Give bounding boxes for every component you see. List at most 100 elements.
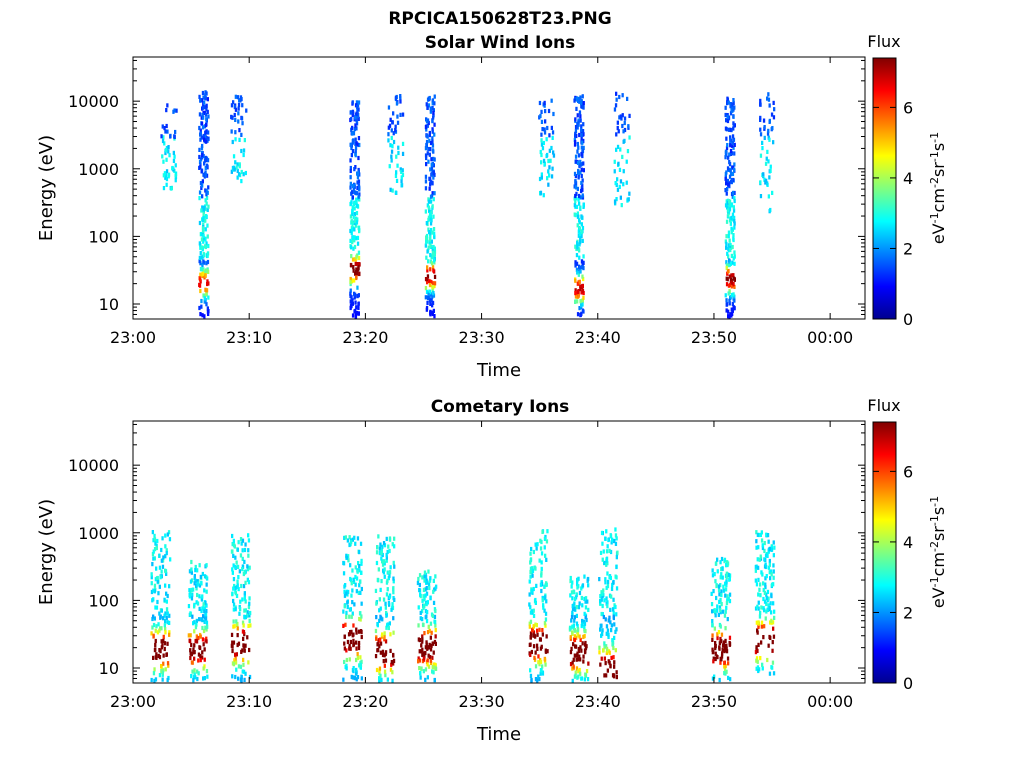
heatmap-cell <box>531 568 535 573</box>
heatmap-cell <box>196 601 200 606</box>
heatmap-cell <box>582 654 585 659</box>
heatmap-cell <box>376 622 379 627</box>
heatmap-cell <box>356 180 359 185</box>
heatmap-cell <box>763 125 766 130</box>
heatmap-cell <box>617 129 620 134</box>
heatmap-cell <box>431 669 434 674</box>
heatmap-cell <box>236 626 239 631</box>
heatmap-cell <box>384 605 387 610</box>
heatmap-cell <box>377 534 380 539</box>
heatmap-cell <box>576 632 580 637</box>
heatmap-cell <box>541 146 545 151</box>
heatmap-cell <box>755 645 758 650</box>
heatmap-cell <box>389 117 392 122</box>
heatmap-cell <box>379 606 382 611</box>
heatmap-cell <box>762 172 765 177</box>
heatmap-cell <box>760 640 763 645</box>
heatmap-cell <box>424 615 427 620</box>
heatmap-cell <box>723 660 726 665</box>
heatmap-cell <box>432 113 435 118</box>
heatmap-cell <box>351 568 354 573</box>
heatmap-cell <box>230 169 233 174</box>
heatmap-cell <box>241 548 244 553</box>
heatmap-cell <box>242 584 246 589</box>
heatmap-cell <box>725 302 729 307</box>
heatmap-cell <box>718 592 721 597</box>
heatmap-cell <box>193 650 196 655</box>
heatmap-cell <box>616 125 619 131</box>
heatmap-cell <box>195 639 199 644</box>
heatmap-cell <box>425 240 428 245</box>
heatmap-cell <box>423 604 426 609</box>
heatmap-cell <box>428 585 431 591</box>
heatmap-cell <box>727 213 730 218</box>
heatmap-cell <box>200 121 204 126</box>
heatmap-cell <box>348 614 351 619</box>
heatmap-cell <box>728 152 731 157</box>
heatmap-cell <box>613 664 616 669</box>
heatmap-cell <box>203 124 207 129</box>
heatmap-cell <box>724 593 727 598</box>
heatmap-cell <box>605 631 608 636</box>
heatmap-cell <box>729 242 732 248</box>
heatmap-cell <box>417 576 420 582</box>
heatmap-cell <box>763 608 766 613</box>
heatmap-cell <box>570 590 574 595</box>
heatmap-cell <box>234 607 237 612</box>
heatmap-cell <box>576 241 579 246</box>
heatmap-cell <box>628 113 631 118</box>
heatmap-cell <box>433 252 436 257</box>
heatmap-cell <box>581 283 584 288</box>
heatmap-cell <box>205 563 208 568</box>
heatmap-cell <box>419 675 422 680</box>
heatmap-cell <box>345 614 348 619</box>
heatmap-cell <box>247 612 251 618</box>
heatmap-cell <box>432 227 436 232</box>
heatmap-cell <box>573 596 577 601</box>
heatmap-cell <box>723 646 727 651</box>
heatmap-cell <box>387 600 391 606</box>
heatmap-cell <box>193 672 196 677</box>
heatmap-cell <box>377 567 380 572</box>
heatmap-cell <box>357 225 361 230</box>
heatmap-cell <box>726 561 730 566</box>
heatmap-cell <box>434 666 437 671</box>
heatmap-cell <box>160 574 163 579</box>
heatmap-cell <box>153 678 156 683</box>
heatmap-cell <box>199 272 202 277</box>
heatmap-cell <box>581 274 584 279</box>
heatmap-cell <box>389 187 392 192</box>
heatmap-cell <box>711 633 714 638</box>
heatmap-cell <box>206 138 209 143</box>
heatmap-cell <box>757 577 760 582</box>
colorbar <box>872 421 897 684</box>
heatmap-cell <box>765 592 768 597</box>
heatmap-cell <box>615 536 618 541</box>
heatmap-cell <box>351 208 354 213</box>
heatmap-cell <box>717 612 720 617</box>
heatmap-cell <box>203 105 207 110</box>
heatmap-cell <box>168 620 171 625</box>
heatmap-cell <box>352 268 355 273</box>
heatmap-cell <box>715 595 718 601</box>
heatmap-cell <box>354 153 357 158</box>
heatmap-cell <box>623 120 626 126</box>
heatmap-cell <box>582 254 585 259</box>
y-tick-label: 10000 <box>68 456 119 475</box>
heatmap-cell <box>729 312 732 317</box>
heatmap-cell <box>425 642 428 647</box>
heatmap-cell <box>720 567 723 572</box>
heatmap-cell <box>165 147 168 153</box>
heatmap-cell <box>346 639 350 645</box>
heatmap-cell <box>584 672 587 677</box>
heatmap-cell <box>726 178 729 184</box>
heatmap-cell <box>548 148 551 153</box>
heatmap-cell <box>759 115 762 120</box>
heatmap-cell <box>771 640 774 645</box>
heatmap-cell <box>152 538 155 543</box>
heatmap-cell <box>608 615 611 620</box>
heatmap-cell <box>580 151 583 157</box>
heatmap-cell <box>384 658 388 663</box>
heatmap-cell <box>729 168 732 173</box>
heatmap-cell <box>767 643 770 648</box>
